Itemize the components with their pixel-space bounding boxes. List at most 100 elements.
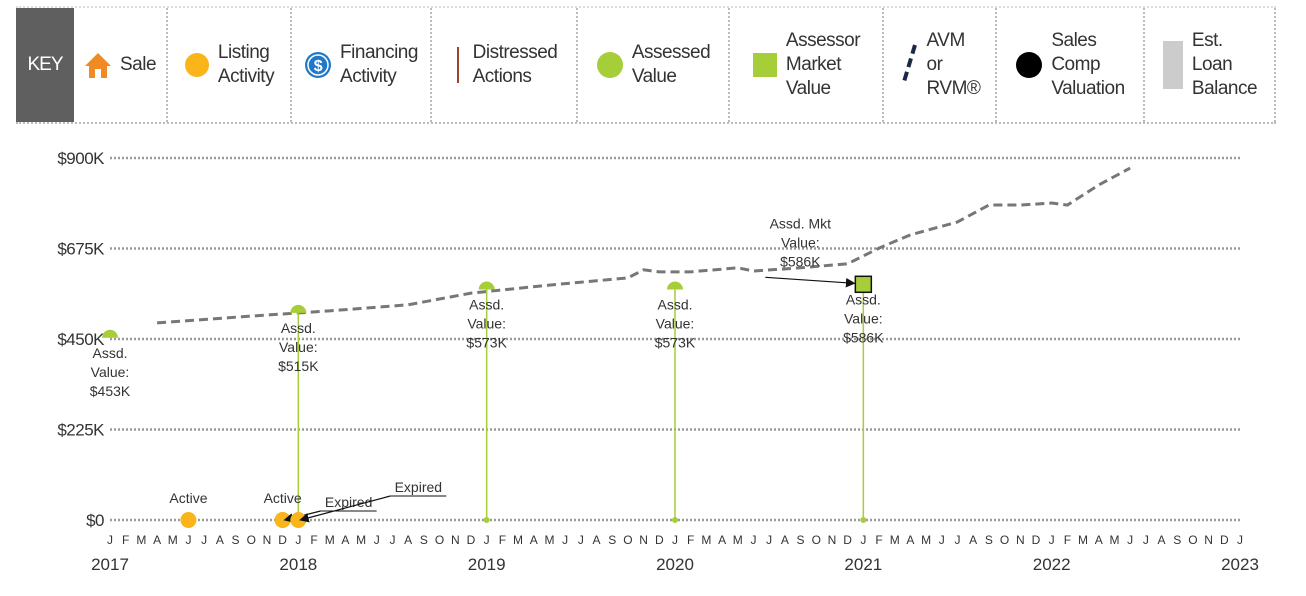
month-label: M	[1109, 533, 1119, 547]
listing-label: Active	[264, 490, 302, 506]
month-label: A	[404, 533, 412, 547]
month-label: J	[578, 533, 584, 547]
key-label: Assessed Value	[631, 42, 711, 87]
y-tick-label: $450K	[57, 330, 105, 349]
assessed-label: Assd. Value: $515K	[278, 320, 319, 374]
month-label: M	[168, 533, 178, 547]
key-item: Assessed Value	[578, 8, 730, 122]
month-label: A	[341, 533, 349, 547]
y-tick-label: $0	[86, 511, 104, 530]
month-label: O	[1188, 533, 1197, 547]
month-label: M	[356, 533, 366, 547]
month-label: M	[325, 533, 335, 547]
assessed-dot	[290, 304, 307, 313]
assessed-label: Assd. Value: $573K	[466, 297, 507, 351]
month-label: J	[750, 533, 756, 547]
month-label: S	[1173, 533, 1181, 547]
month-label: D	[467, 533, 476, 547]
assessed-label: Assd. Value: $586K	[843, 291, 884, 345]
month-label: J	[185, 533, 191, 547]
key-item: Listing Activity	[168, 8, 292, 122]
icon-sales-comp	[1016, 52, 1043, 78]
month-label: D	[843, 533, 852, 547]
month-label: A	[530, 533, 538, 547]
y-tick-label: $900K	[57, 149, 105, 168]
month-label: A	[781, 533, 789, 547]
key-item: Distressed Actions	[432, 8, 578, 122]
month-label: J	[1127, 533, 1133, 547]
month-label: F	[310, 533, 317, 547]
month-label: J	[390, 533, 396, 547]
key-label: Est. Loan Balance	[1191, 30, 1258, 99]
key: KEY Sale Listing Activity $ Financing Ac…	[16, 6, 1276, 124]
month-label: J	[201, 533, 207, 547]
assessed-dot	[478, 281, 495, 290]
month-label: N	[639, 533, 648, 547]
listing-label: Expired	[395, 479, 442, 495]
assessed-dot	[667, 281, 683, 290]
assessed-label: Assd. Value: $453K	[90, 345, 131, 399]
month-label: O	[435, 533, 444, 547]
month-label: S	[608, 533, 616, 547]
listing-dot	[180, 512, 197, 528]
month-label: A	[593, 533, 601, 547]
month-label: J	[939, 533, 945, 547]
listing-dot	[290, 512, 307, 528]
month-label: F	[499, 533, 506, 547]
month-label: J	[1237, 533, 1243, 547]
month-label: J	[860, 533, 866, 547]
year-label: 2017	[91, 555, 129, 574]
assessed-foot	[860, 517, 867, 523]
key-title: KEY	[16, 8, 74, 122]
key-label: Sale	[119, 54, 157, 75]
key-item: Sale	[74, 8, 168, 122]
key-label: AVM or RVM®	[926, 30, 981, 99]
month-label: M	[544, 533, 554, 547]
month-label: F	[687, 533, 694, 547]
assessed-foot	[483, 517, 490, 523]
year-label: 2022	[1033, 555, 1071, 574]
month-label: N	[1016, 533, 1025, 547]
month-label: J	[955, 533, 961, 547]
month-label: J	[562, 533, 568, 547]
listing-label: Active	[169, 490, 207, 506]
month-label: N	[828, 533, 837, 547]
month-label: M	[921, 533, 931, 547]
month-label: J	[484, 533, 490, 547]
month-label: A	[1095, 533, 1103, 547]
month-label: A	[216, 533, 224, 547]
month-label: N	[1204, 533, 1213, 547]
month-label: D	[278, 533, 287, 547]
year-label: 2019	[468, 555, 506, 574]
month-label: J	[295, 533, 301, 547]
month-label: J	[672, 533, 678, 547]
svg-text:$: $	[314, 58, 323, 75]
month-label: J	[1049, 533, 1055, 547]
y-tick-label: $225K	[57, 421, 105, 440]
icon-listing	[184, 53, 209, 77]
key-label: Sales Comp Valuation	[1051, 30, 1125, 99]
month-label: N	[451, 533, 460, 547]
year-label: 2020	[656, 555, 694, 574]
month-label: M	[1078, 533, 1088, 547]
month-label: A	[718, 533, 726, 547]
month-label: J	[374, 533, 380, 547]
key-label: Distressed Actions	[472, 42, 558, 87]
icon-distressed	[456, 47, 459, 83]
month-label: A	[153, 533, 161, 547]
icon-market	[752, 53, 777, 77]
month-label: O	[812, 533, 821, 547]
listing-dot	[274, 512, 291, 528]
key-item: Est. Loan Balance	[1145, 8, 1276, 122]
market-label: Assd. Mkt Value: $586K	[770, 215, 832, 269]
listing-arrow	[299, 495, 391, 523]
month-label: D	[1032, 533, 1041, 547]
icon-loan	[1162, 41, 1183, 89]
month-label: O	[247, 533, 256, 547]
month-label: M	[890, 533, 900, 547]
key-item: AVM or RVM®	[884, 8, 997, 122]
month-label: S	[985, 533, 993, 547]
key-label: Financing Activity	[340, 42, 418, 87]
month-label: D	[1220, 533, 1229, 547]
